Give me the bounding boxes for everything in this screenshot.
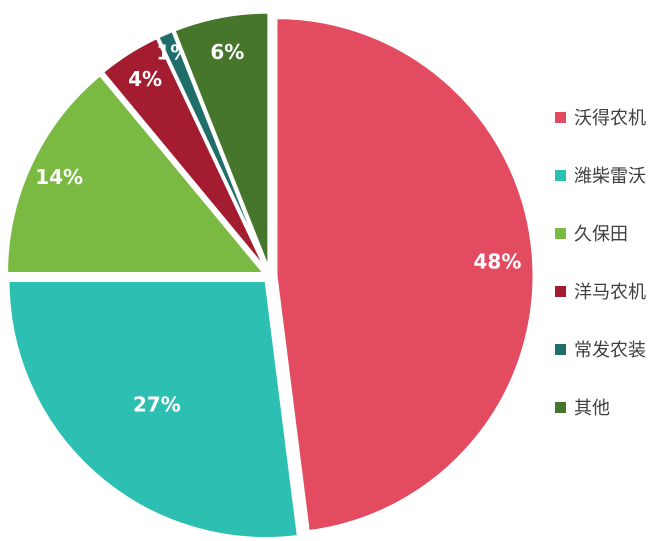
- legend-item-weichai-lovol: 潍柴雷沃: [555, 146, 671, 204]
- legend-swatch: [555, 285, 566, 297]
- legend-swatch: [555, 111, 566, 123]
- slice-data-label: 48%: [473, 250, 521, 274]
- legend: 沃得农机 潍柴雷沃 久保田 洋马农机 常发农装 其他: [555, 88, 671, 436]
- pie-slice: [171, 10, 271, 271]
- pie-slice: [6, 279, 301, 540]
- pie-slice: [274, 16, 536, 534]
- legend-swatch: [555, 227, 566, 239]
- pie-slice: [5, 72, 268, 275]
- legend-item-kubota: 久保田: [555, 204, 671, 262]
- legend-swatch: [555, 169, 566, 181]
- slice-data-label: 6%: [210, 40, 244, 64]
- legend-label: 其他: [574, 398, 610, 419]
- legend-item-changfa: 常发农装: [555, 320, 671, 378]
- slice-data-label: 14%: [35, 165, 83, 189]
- legend-label: 沃得农机: [574, 108, 646, 129]
- legend-item-woode: 沃得农机: [555, 88, 671, 146]
- legend-swatch: [555, 401, 566, 413]
- legend-label: 久保田: [574, 224, 628, 245]
- legend-label: 洋马农机: [574, 282, 646, 303]
- legend-label: 潍柴雷沃: [574, 166, 646, 187]
- slice-data-label: 27%: [133, 392, 181, 416]
- slice-data-label: 4%: [128, 67, 162, 91]
- legend-swatch: [555, 343, 566, 355]
- legend-label: 常发农装: [574, 340, 646, 361]
- legend-item-other: 其他: [555, 378, 671, 436]
- legend-item-yanmar: 洋马农机: [555, 262, 671, 320]
